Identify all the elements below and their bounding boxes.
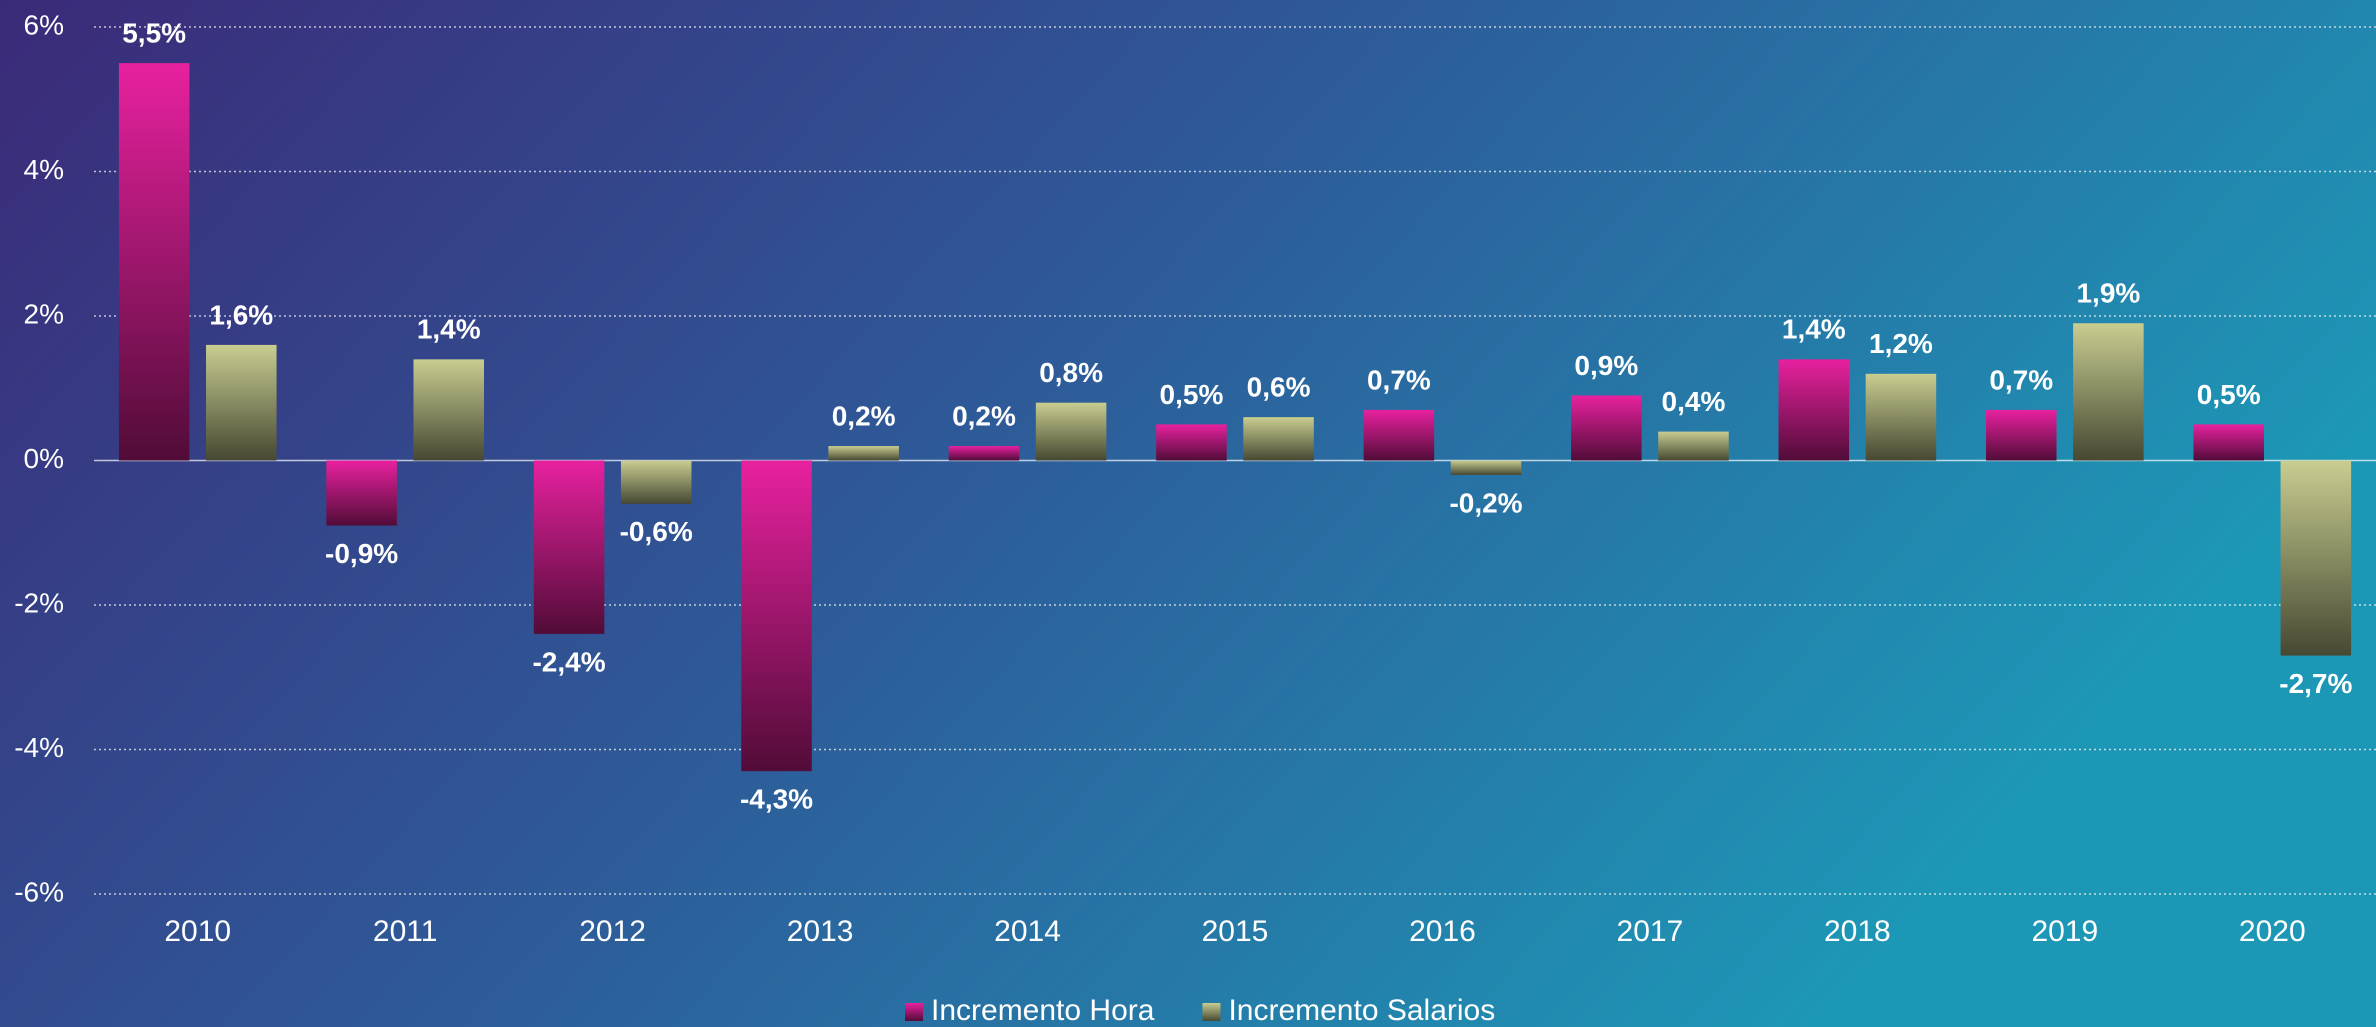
legend-swatch (905, 1003, 923, 1021)
x-tick-label: 2016 (1409, 915, 1476, 948)
value-label: 0,2% (832, 400, 896, 431)
value-label: 0,6% (1247, 372, 1311, 403)
x-tick-label: 2012 (579, 915, 646, 948)
x-tick-label: 2015 (1202, 915, 1269, 948)
bar (828, 446, 899, 460)
bar (1243, 417, 1314, 460)
y-tick-label: -6% (14, 876, 64, 907)
value-label: 0,7% (1367, 364, 1431, 395)
x-tick-label: 2011 (373, 915, 438, 948)
bar (2281, 461, 2352, 656)
x-tick-label: 2013 (787, 915, 854, 948)
value-label: 0,5% (1160, 379, 1224, 410)
bar (1779, 359, 1850, 460)
bar (1658, 432, 1729, 461)
value-label: -0,9% (325, 538, 398, 569)
x-tick-label: 2014 (994, 915, 1061, 948)
bar (1571, 395, 1642, 460)
value-label: 0,2% (952, 400, 1016, 431)
x-tick-label: 2017 (1617, 915, 1684, 948)
x-tick-label: 2019 (2031, 915, 2098, 948)
x-tick-label: 2020 (2239, 915, 2306, 948)
bar (413, 359, 484, 460)
bar (621, 461, 692, 504)
legend-swatch (1202, 1003, 1220, 1021)
value-label: 0,9% (1574, 350, 1638, 381)
bar (1451, 461, 1522, 475)
value-label: 0,4% (1662, 386, 1726, 417)
value-label: -2,4% (532, 646, 605, 677)
y-tick-label: 6% (24, 9, 64, 40)
value-label: 0,8% (1039, 357, 1103, 388)
legend-label: Incremento Salarios (1228, 994, 1495, 1027)
value-label: 1,2% (1869, 328, 1933, 359)
bar (534, 461, 605, 634)
value-label: 0,5% (2197, 379, 2261, 410)
bar (2073, 323, 2144, 460)
value-label: 0,7% (1989, 364, 2053, 395)
value-label: 1,4% (417, 314, 481, 345)
bar (1364, 410, 1435, 461)
value-label: 1,4% (1782, 314, 1846, 345)
legend-label: Incremento Hora (931, 994, 1155, 1027)
value-label: -0,2% (1449, 487, 1522, 518)
value-label: -2,7% (2279, 668, 2352, 699)
value-label: -4,3% (740, 784, 813, 815)
bar (1036, 403, 1107, 461)
chart: -6% -4% -2% 0% 2% 4% 6% 2010 5,5% 1,6% 2011 -0,9% 1,… (0, 0, 2376, 1027)
bar (1986, 410, 2057, 461)
bar (326, 461, 397, 526)
bar (119, 63, 190, 460)
y-tick-label: 0% (24, 443, 64, 474)
bar (741, 461, 812, 772)
y-tick-label: -2% (14, 587, 64, 618)
x-tick-label: 2010 (164, 915, 231, 948)
bar (1866, 374, 1937, 461)
y-tick-label: -4% (14, 732, 64, 763)
x-tick-label: 2018 (1824, 915, 1891, 948)
bar (206, 345, 277, 461)
page: -6% -4% -2% 0% 2% 4% 6% 2010 5,5% 1,6% 2011 -0,9% 1,… (0, 0, 2376, 1027)
bar (949, 446, 1020, 460)
value-label: 1,9% (2076, 278, 2140, 309)
y-tick-label: 4% (24, 154, 64, 185)
value-label: 5,5% (122, 18, 186, 49)
value-label: 1,6% (209, 299, 273, 330)
bar (2193, 424, 2264, 460)
value-label: -0,6% (620, 516, 693, 547)
y-tick-label: 2% (24, 298, 64, 329)
bar (1156, 424, 1227, 460)
